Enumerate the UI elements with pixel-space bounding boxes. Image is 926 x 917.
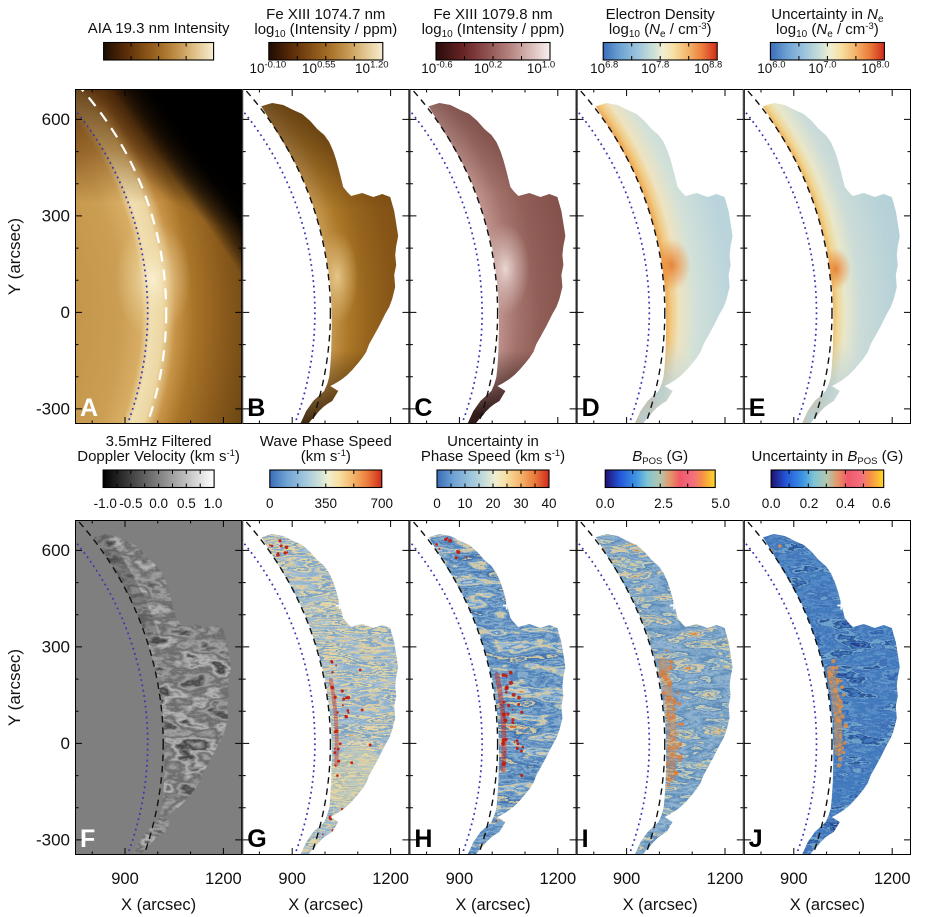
- svg-text:1.0: 1.0: [204, 496, 223, 511]
- svg-text:0.0: 0.0: [762, 496, 781, 511]
- svg-text:0: 0: [266, 496, 274, 511]
- svg-text:Phase Speed (km s-1): Phase Speed (km s-1): [421, 448, 565, 465]
- svg-text:20: 20: [485, 496, 500, 511]
- svg-text:700: 700: [371, 496, 394, 511]
- svg-text:X (arcsec): X (arcsec): [121, 896, 196, 914]
- svg-text:I: I: [582, 825, 589, 853]
- svg-text:5.0: 5.0: [711, 496, 730, 511]
- svg-text:F: F: [80, 825, 95, 853]
- svg-text:B: B: [247, 394, 265, 422]
- svg-text:1200: 1200: [372, 870, 409, 888]
- svg-text:900: 900: [780, 870, 808, 888]
- svg-text:-0.5: -0.5: [119, 496, 142, 511]
- svg-text:0: 0: [61, 303, 70, 322]
- svg-text:1200: 1200: [539, 870, 576, 888]
- svg-text:0.0: 0.0: [149, 496, 168, 511]
- svg-text:0: 0: [61, 734, 70, 753]
- svg-text:0.2: 0.2: [800, 496, 819, 511]
- svg-text:900: 900: [278, 870, 306, 888]
- svg-text:H: H: [414, 825, 432, 853]
- svg-text:X (arcsec): X (arcsec): [455, 896, 530, 914]
- svg-text:30: 30: [513, 496, 528, 511]
- svg-text:X (arcsec): X (arcsec): [623, 896, 698, 914]
- svg-text:300: 300: [42, 637, 70, 656]
- svg-text:Electron Density: Electron Density: [606, 6, 716, 23]
- svg-text:3.5mHz Filtered: 3.5mHz Filtered: [106, 433, 212, 450]
- svg-text:Y (arcsec): Y (arcsec): [5, 649, 24, 726]
- svg-text:Wave Phase Speed: Wave Phase Speed: [260, 433, 392, 450]
- svg-text:BPOS (G): BPOS (G): [632, 448, 688, 467]
- svg-text:J: J: [749, 825, 763, 853]
- svg-text:350: 350: [315, 496, 338, 511]
- svg-text:AIA 19.3 nm Intensity: AIA 19.3 nm Intensity: [88, 20, 230, 37]
- svg-text:G: G: [247, 825, 266, 853]
- svg-text:-300: -300: [36, 830, 70, 849]
- svg-text:40: 40: [541, 496, 556, 511]
- svg-text:Fe XIII 1074.7 nm: Fe XIII 1074.7 nm: [266, 6, 385, 23]
- svg-text:log10 (Intensity / ppm): log10 (Intensity / ppm): [254, 21, 397, 40]
- svg-text:600: 600: [42, 110, 70, 129]
- svg-text:0.4: 0.4: [836, 496, 855, 511]
- svg-text:A: A: [80, 394, 98, 422]
- svg-text:900: 900: [446, 870, 474, 888]
- svg-text:Uncertainty in: Uncertainty in: [447, 433, 539, 450]
- svg-text:900: 900: [613, 870, 641, 888]
- svg-text:X (arcsec): X (arcsec): [790, 896, 865, 914]
- svg-text:1200: 1200: [205, 870, 242, 888]
- svg-text:Uncertainty in Ne: Uncertainty in Ne: [771, 6, 884, 25]
- svg-text:10: 10: [457, 496, 472, 511]
- svg-text:log10 (Intensity / ppm): log10 (Intensity / ppm): [422, 21, 565, 40]
- svg-text:Fe XIII 1079.8 nm: Fe XIII 1079.8 nm: [433, 6, 552, 23]
- svg-text:Y (arcsec): Y (arcsec): [5, 218, 24, 295]
- svg-text:0: 0: [433, 496, 441, 511]
- svg-text:0.6: 0.6: [872, 496, 891, 511]
- svg-text:E: E: [749, 394, 766, 422]
- svg-text:1200: 1200: [874, 870, 911, 888]
- svg-text:Doppler Velocity (km s-1): Doppler Velocity (km s-1): [77, 448, 240, 465]
- svg-text:0.0: 0.0: [596, 496, 615, 511]
- svg-text:D: D: [582, 394, 600, 422]
- svg-text:-300: -300: [36, 399, 70, 418]
- svg-text:1200: 1200: [707, 870, 744, 888]
- svg-text:900: 900: [111, 870, 139, 888]
- svg-text:Uncertainty in BPOS (G): Uncertainty in BPOS (G): [752, 448, 904, 467]
- svg-text:X (arcsec): X (arcsec): [288, 896, 363, 914]
- svg-text:0.5: 0.5: [177, 496, 196, 511]
- svg-text:300: 300: [42, 206, 70, 225]
- svg-text:C: C: [414, 394, 432, 422]
- svg-text:600: 600: [42, 541, 70, 560]
- svg-text:2.5: 2.5: [654, 496, 673, 511]
- svg-text:-1.0: -1.0: [94, 496, 117, 511]
